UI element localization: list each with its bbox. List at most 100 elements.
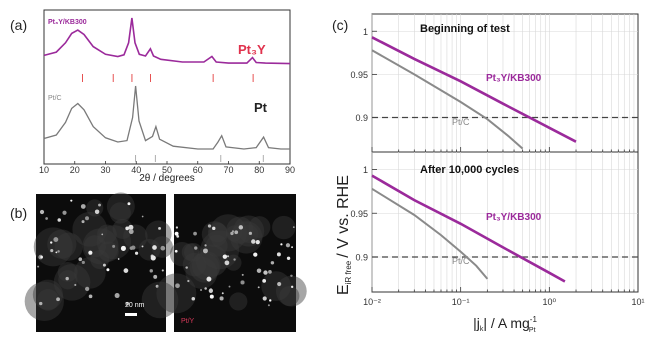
stem-support-haze	[191, 251, 221, 281]
stem-particle	[187, 279, 190, 283]
stem-support-haze	[106, 192, 135, 221]
stem-particle	[81, 220, 85, 224]
stem-support-haze	[169, 241, 195, 267]
stem-support-haze	[109, 202, 131, 224]
stem-particle	[70, 199, 73, 202]
stem-particle	[241, 273, 244, 276]
activity-chart: 1 0.95 0.9 1 0.95 0.9 10⁻² 10⁻¹ 10⁰ 10¹ Beginning…	[335, 13, 645, 334]
activity-y-tick-label: 0.95	[350, 209, 368, 219]
stem-particle	[228, 285, 231, 288]
scale-bar	[125, 313, 137, 316]
stem-particle	[129, 246, 134, 250]
stem-particle	[208, 288, 214, 293]
stem-particle	[85, 216, 89, 221]
stem-particle	[194, 246, 198, 250]
xrd-series-line	[43, 85, 290, 150]
stem-particle	[291, 246, 293, 249]
stem-particle	[290, 285, 294, 289]
stem-particle	[161, 269, 164, 272]
xrd-x-axis-label: 2θ / degrees	[139, 173, 195, 184]
stem-particle	[240, 280, 245, 285]
stem-support-haze	[230, 221, 263, 254]
stem-image-left	[36, 194, 166, 332]
stem-particle	[134, 251, 139, 255]
stem-particle	[255, 240, 260, 245]
stem-particle	[141, 215, 144, 218]
stem-support-haze	[184, 242, 203, 262]
stem-particle	[57, 250, 60, 253]
top-ptc-label: Pt/C	[452, 117, 470, 127]
stem-particle	[280, 243, 283, 246]
panel-c-letter: (c)	[332, 17, 348, 33]
activity-y-tick-label: 0.9	[355, 253, 368, 263]
stem-particle	[125, 226, 130, 231]
xrd-x-tick-label: 80	[254, 165, 264, 175]
scale-bar-label: 20 nm	[125, 302, 145, 309]
stem-support-haze	[24, 281, 64, 321]
stem-particle	[65, 276, 69, 281]
stem-particle	[114, 293, 120, 299]
stem-particle	[158, 226, 161, 230]
pt3y-series-label: Pt₃Y	[238, 42, 266, 57]
activity-x-tick-label: 10⁻¹	[452, 297, 470, 307]
stem-particle	[286, 256, 291, 260]
activity-grid: 1 0.95 0.9 1 0.95 0.9 10⁻² 10⁻¹ 10⁰ 10¹	[350, 14, 645, 307]
stem-particle	[292, 226, 295, 228]
xrd-series-line	[43, 17, 291, 65]
stem-particle	[152, 245, 157, 250]
stem-particle	[112, 244, 116, 248]
stem-particle	[38, 301, 43, 306]
ptc-small-label: Pt/C	[48, 95, 62, 102]
pt3y-kb300-small-label: Pt₃Y/KB300	[48, 19, 87, 26]
stem-particle	[202, 248, 208, 254]
stem-support-haze	[33, 227, 73, 267]
stem-particle	[204, 287, 207, 290]
xrd-x-tick-label: 70	[223, 165, 233, 175]
stem-particle	[285, 243, 291, 248]
stem-particle	[56, 297, 60, 302]
stem-support-haze	[209, 214, 247, 252]
stem-particle	[263, 270, 268, 275]
stem-particle	[153, 274, 158, 279]
stem-particle	[219, 296, 224, 301]
activity-y-axis-label: EiR free/ V vs. RHE	[335, 175, 353, 295]
xrd-chart: 10 20 30 40 50 60 70 80 90 Pt₃Y/KB300 Pt/C Pt₃Y …	[39, 9, 295, 184]
stem-particle	[127, 202, 131, 206]
xrd-series	[43, 17, 291, 150]
stem-particle	[174, 249, 178, 253]
stem-particle	[233, 258, 236, 261]
stem-particle	[106, 268, 110, 272]
stem-images: 20 nm Pt/Y	[24, 192, 307, 332]
stem-support-haze	[83, 235, 106, 258]
xrd-x-tick-label: 40	[131, 165, 141, 175]
activity-series	[371, 36, 638, 283]
stem-support-haze	[72, 211, 108, 247]
stem-particle	[117, 258, 120, 260]
stem-support-haze	[233, 215, 265, 247]
stem-support-haze	[112, 218, 133, 239]
stem-support-haze	[57, 262, 78, 282]
stem-particle	[62, 210, 67, 215]
activity-series-line	[371, 174, 566, 283]
stem-support-haze	[53, 264, 91, 301]
activity-series-line	[371, 49, 524, 150]
stem-support-haze	[189, 252, 220, 283]
stem-particle	[88, 294, 93, 299]
stem-particle	[50, 241, 53, 244]
stem-particle	[204, 244, 207, 247]
top-panel-annotation: Beginning of test	[420, 23, 510, 35]
stem-particle	[238, 225, 244, 230]
panel-b-letter: (b)	[10, 205, 27, 221]
stem-support-haze	[261, 271, 291, 301]
stem-particle	[55, 251, 58, 254]
stem-particle	[81, 260, 85, 265]
stem-particle	[78, 257, 83, 262]
activity-y-tick-label: 1	[363, 27, 368, 37]
stem-support-haze	[205, 234, 228, 257]
stem-particle	[53, 237, 59, 243]
stem-particle	[253, 252, 258, 257]
xrd-x-ticks: 10 20 30 40 50 60 70 80 90	[39, 161, 295, 175]
stem-particles	[24, 192, 307, 321]
activity-series-line	[371, 187, 489, 280]
